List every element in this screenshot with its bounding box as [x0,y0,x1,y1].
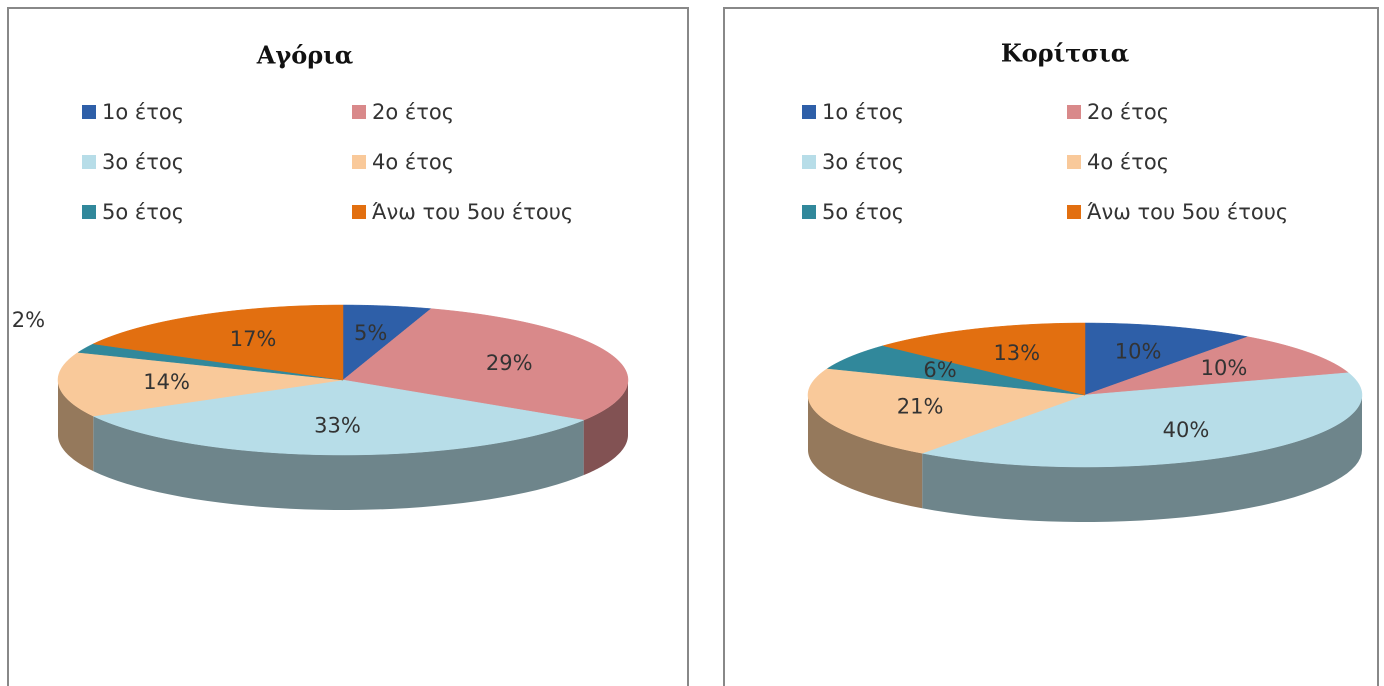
data-label: 10% [1115,340,1162,364]
data-label: 29% [486,351,533,375]
legend-label: 5ο έτος [102,200,184,224]
legend-swatch [82,205,96,219]
slice [342,308,629,421]
slice [92,304,344,381]
data-label: 13% [993,341,1040,365]
slice [826,345,1086,396]
chart-title: Κορίτσια [1001,39,1129,68]
legend-label: 1ο έτος [822,100,904,124]
slice [57,352,344,417]
legend-label: 3ο έτος [102,150,184,174]
legend-swatch [82,155,96,169]
slice [807,368,1086,454]
slice [1084,322,1249,396]
slice [1084,336,1350,396]
legend-label: 4ο έτος [372,150,454,174]
legend-label: Άνω του 5ου έτους [1087,200,1288,224]
data-label: 17% [230,327,277,351]
slice [342,304,432,381]
legend-label: Άνω του 5ου έτους [372,200,573,224]
legend-swatch [1067,155,1081,169]
legend-swatch [1067,205,1081,219]
chart-title: Αγόρια [256,41,354,70]
slice-side [583,380,628,476]
legend-swatch [352,155,366,169]
slice [921,372,1363,468]
data-label: 40% [1163,418,1210,442]
data-label: 21% [897,394,944,418]
data-label: 6% [923,358,956,382]
slice [92,379,585,456]
legend-swatch [82,105,96,119]
legend-swatch [1067,105,1081,119]
slice-side [808,395,923,509]
legend-swatch [352,105,366,119]
data-label: 2% [12,308,45,332]
data-label: 10% [1201,356,1248,380]
legend-label: 2ο έτος [1087,100,1169,124]
legend-swatch [352,205,366,219]
legend-label: 4ο έτος [1087,150,1169,174]
legend-label: 1ο έτος [102,100,184,124]
slice-side [93,416,584,510]
slice-side [922,395,1362,522]
slice [77,343,344,381]
slice-side [58,380,94,472]
legend-swatch [802,205,816,219]
legend-label: 3ο έτος [822,150,904,174]
legend-label: 5ο έτος [822,200,904,224]
data-label: 33% [314,413,361,437]
slice [882,322,1086,396]
legend-swatch [802,105,816,119]
legend-swatch [802,155,816,169]
data-label: 5% [354,321,387,345]
legend-label: 2ο έτος [372,100,454,124]
data-label: 14% [143,370,190,394]
